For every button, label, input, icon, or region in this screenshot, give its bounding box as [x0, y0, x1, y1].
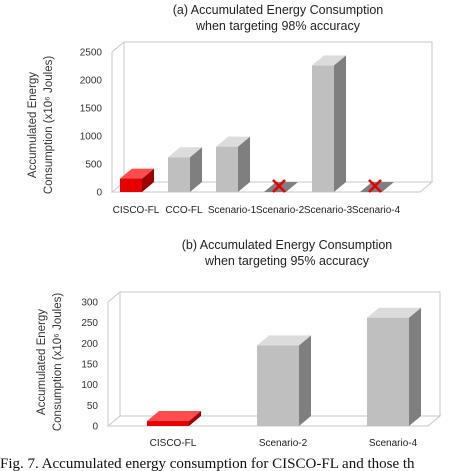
chart-b-energy-95: (b) Accumulated Energy Consumption when t…	[36, 238, 442, 449]
y-tick-label: 500	[85, 160, 102, 171]
y-tick-label: 300	[81, 298, 98, 309]
y-tick-label: 1000	[80, 132, 103, 143]
bar-side	[334, 55, 346, 193]
x-tick-label: Scenario-3	[304, 205, 353, 216]
y-tick-label: 250	[81, 318, 98, 329]
bar-top	[257, 335, 311, 346]
x-tick-label: Scenario-4	[352, 205, 401, 216]
chart-title: (a) Accumulated Energy Consumption	[173, 3, 384, 17]
chart-subtitle: when targeting 98% accuracy	[195, 19, 361, 33]
bar-top	[168, 147, 202, 158]
back-wall	[111, 41, 433, 183]
y-axis-label: Accumulated Energy	[36, 309, 48, 415]
infeasible-marker	[272, 179, 286, 193]
floor	[106, 415, 442, 427]
y-axis-label: Accumulated Energy	[27, 72, 39, 178]
y-tick-label: 2000	[80, 76, 103, 87]
chart-a-energy-98: (a) Accumulated Energy Consumption when t…	[27, 3, 434, 216]
x-tick-label: Scenario-2	[256, 205, 305, 216]
y-tick-label: 0	[92, 422, 98, 433]
bar	[147, 421, 189, 426]
bar-side	[142, 168, 154, 192]
x-tick-label: CISCO-FL	[113, 205, 160, 216]
bar	[120, 178, 142, 192]
bar	[168, 157, 190, 192]
y-tick-label: 200	[81, 339, 98, 350]
chart-subtitle: when targeting 95% accuracy	[204, 254, 370, 268]
bar-side	[238, 136, 250, 192]
y-tick-label: 100	[81, 380, 98, 391]
y-tick-label: 2500	[80, 48, 103, 59]
bar-side	[299, 335, 311, 426]
bar	[257, 345, 299, 426]
infeasible-marker	[368, 179, 382, 193]
y-axis-label: Consumption (x10⁶ Joules)	[52, 293, 64, 431]
x-tick-label: Scenario-2	[259, 438, 308, 449]
x-tick-label: CCO-FL	[165, 205, 203, 216]
bar	[367, 317, 409, 426]
bar-top	[367, 307, 421, 318]
x-tick-label: Scenario-1	[208, 205, 257, 216]
bar-top	[147, 411, 201, 421]
bar	[312, 65, 334, 192]
chart-title: (b) Accumulated Energy Consumption	[182, 238, 393, 252]
bar-side	[189, 411, 201, 426]
back-wall	[107, 291, 441, 417]
y-tick-label: 50	[87, 401, 99, 412]
x-tick-label: Scenario-4	[369, 438, 418, 449]
y-tick-label: 1500	[80, 104, 103, 115]
x-tick-label: CISCO-FL	[150, 438, 197, 449]
y-tick-label: 0	[96, 188, 102, 199]
bar-top	[312, 55, 346, 66]
bar	[216, 146, 238, 192]
bar-side	[190, 147, 202, 192]
caption-text: Fig. 7. Accumulated energy consumption f…	[0, 456, 415, 471]
y-tick-label: 150	[81, 360, 98, 371]
bar-side	[409, 307, 421, 426]
bar-top	[120, 168, 154, 179]
y-axis-label: Consumption (x10⁶ Joules)	[43, 56, 55, 194]
bar-top	[216, 136, 250, 147]
figure-caption: Fig. 7. Accumulated energy consumption f…	[0, 453, 474, 471]
